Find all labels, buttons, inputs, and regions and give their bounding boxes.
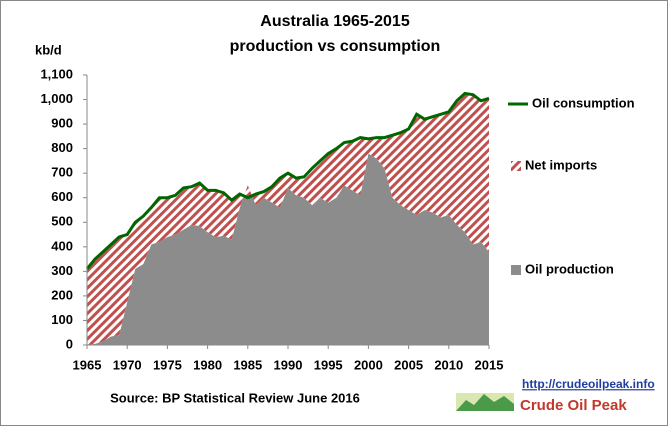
legend-swatch <box>511 161 521 171</box>
x-tick-label: 2015 <box>475 357 504 372</box>
link[interactable]: http://crudeoilpeak.info <box>522 377 655 391</box>
y-tick-label: 500 <box>51 214 73 229</box>
y-tick-label: 200 <box>51 287 73 302</box>
source: Source: BP Statistical Review June 2016 <box>110 390 360 405</box>
y-tick-label: 700 <box>51 165 73 180</box>
x-tick-label: 1995 <box>314 357 343 372</box>
production-area <box>87 153 489 345</box>
x-tick-label: 1965 <box>73 357 102 372</box>
y-tick-label: 1,100 <box>40 66 73 81</box>
brand: Crude Oil Peak <box>520 397 627 414</box>
y-axis-label: kb/d <box>35 42 62 57</box>
logo <box>456 393 514 411</box>
x-tick-label: 1985 <box>233 357 262 372</box>
legend-label: Oil production <box>525 261 614 276</box>
legend-label: Net imports <box>525 157 597 172</box>
chart-subtitle: production vs consumption <box>230 38 441 55</box>
y-tick-label: 0 <box>66 336 73 351</box>
y-tick-label: 600 <box>51 189 73 204</box>
legend-label: Oil consumption <box>532 95 635 110</box>
net-imports-area <box>87 93 489 345</box>
y-tick-label: 1,000 <box>40 91 73 106</box>
consumption-line <box>85 91 490 270</box>
x-tick-label: 2000 <box>354 357 383 372</box>
x-tick-label: 2005 <box>394 357 423 372</box>
x-tick-label: 1990 <box>274 357 303 372</box>
x-tick-label: 2010 <box>434 357 463 372</box>
y-tick-label: 300 <box>51 263 73 278</box>
legend-swatch <box>511 265 521 275</box>
y-tick-label: 800 <box>51 140 73 155</box>
y-tick-label: 900 <box>51 116 73 131</box>
x-tick-label: 1980 <box>193 357 222 372</box>
y-tick-label: 100 <box>51 312 73 327</box>
x-tick-label: 1975 <box>153 357 182 372</box>
y-tick-label: 400 <box>51 238 73 253</box>
chart-title: Australia 1965-2015 <box>260 13 410 30</box>
x-tick-label: 1970 <box>113 357 142 372</box>
